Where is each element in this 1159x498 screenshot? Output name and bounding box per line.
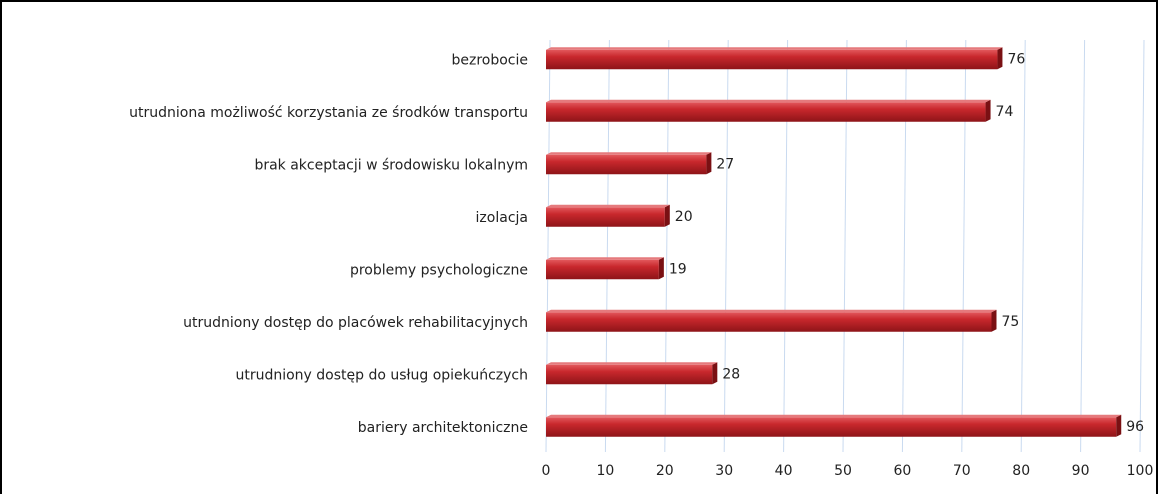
value-label: 74 — [996, 104, 1014, 120]
x-tick-label: 80 — [1012, 463, 1030, 479]
x-tick-label: 100 — [1127, 463, 1154, 479]
x-tick-label: 0 — [542, 463, 551, 479]
y-tick-label: bariery architektoniczne — [358, 420, 528, 436]
bar-side — [997, 47, 1003, 70]
x-tick-label: 40 — [775, 463, 793, 479]
y-tick-label: problemy psychologiczne — [350, 262, 528, 278]
bar — [546, 312, 992, 332]
x-tick-label: 60 — [893, 463, 911, 479]
bar-side — [712, 362, 718, 385]
bar — [546, 259, 659, 280]
bar-top — [546, 414, 1122, 418]
y-tick-label: brak akceptacji w środowisku lokalnym — [254, 157, 528, 173]
bar — [546, 154, 707, 175]
grid-line — [1020, 39, 1026, 453]
bar-top — [546, 99, 991, 103]
bar-top — [546, 47, 1003, 50]
y-tick-label: utrudniona możliwość korzystania ze środ… — [129, 105, 528, 121]
bar-side — [664, 204, 670, 227]
bar-top — [546, 204, 670, 208]
y-tick-label: utrudniony dostęp do usług opiekuńczych — [235, 367, 528, 383]
y-tick-label: utrudniony dostęp do placówek rehabilita… — [183, 315, 528, 331]
value-label: 75 — [1002, 314, 1020, 330]
x-tick-label: 70 — [953, 463, 971, 479]
x-tick-label: 20 — [656, 463, 674, 479]
bar-side — [985, 99, 991, 122]
value-label: 28 — [722, 366, 740, 382]
bar-side — [991, 309, 997, 332]
bar-side — [658, 257, 664, 280]
bar-side — [1116, 414, 1122, 437]
grid-line — [1139, 39, 1145, 453]
value-label: 20 — [675, 209, 693, 225]
bar-side — [706, 152, 712, 175]
value-label: 27 — [716, 156, 734, 172]
x-tick-label: 30 — [715, 463, 733, 479]
bar-top — [546, 152, 712, 155]
grid-line — [1080, 39, 1086, 453]
y-tick-label: izolacja — [476, 210, 528, 226]
value-label: 96 — [1126, 419, 1144, 435]
bar — [546, 417, 1117, 437]
bar-top — [546, 309, 997, 313]
x-tick-label: 90 — [1072, 463, 1090, 479]
bar — [546, 102, 986, 122]
x-tick-label: 50 — [834, 463, 852, 479]
bar-top — [546, 362, 718, 365]
bar — [546, 364, 713, 385]
bar-top — [546, 257, 664, 260]
y-tick-label: bezrobocie — [451, 52, 528, 68]
bar — [546, 207, 665, 227]
value-label: 19 — [669, 261, 687, 277]
bar — [546, 49, 998, 70]
x-tick-label: 10 — [596, 463, 614, 479]
value-label: 76 — [1007, 51, 1025, 67]
